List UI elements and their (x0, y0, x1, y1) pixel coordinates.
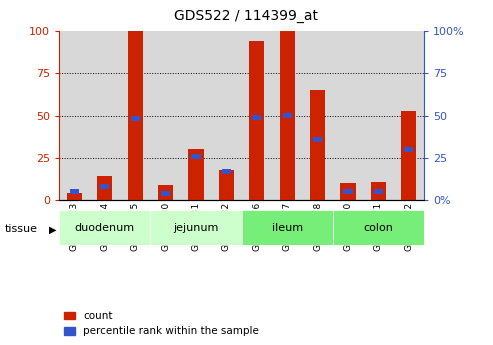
Bar (70, 189, 79, 194)
Bar (128, 31, 143, 200)
Text: ▶: ▶ (49, 225, 57, 234)
Bar (333, 210, 424, 245)
Bar (371, 181, 386, 200)
Bar (252, 115, 261, 120)
Bar (161, 191, 170, 196)
Bar (211, 31, 242, 200)
Bar (97, 176, 112, 200)
Bar (272, 31, 302, 200)
Bar (333, 31, 363, 200)
Bar (374, 189, 383, 194)
Text: colon: colon (363, 223, 393, 233)
Bar (100, 184, 109, 189)
Bar (219, 170, 234, 200)
Bar (249, 41, 264, 200)
Bar (340, 183, 355, 200)
Bar (191, 154, 201, 159)
Legend: count, percentile rank within the sample: count, percentile rank within the sample (65, 311, 259, 336)
Bar (59, 210, 150, 245)
Bar (67, 193, 82, 200)
Bar (59, 31, 90, 200)
Text: duodenum: duodenum (75, 223, 135, 233)
Bar (158, 185, 173, 200)
Bar (393, 31, 424, 200)
Bar (242, 210, 333, 245)
Bar (222, 169, 231, 174)
Text: ileum: ileum (272, 223, 303, 233)
Bar (280, 31, 295, 200)
Bar (242, 31, 272, 200)
Bar (344, 189, 352, 194)
Text: jejunum: jejunum (173, 223, 219, 233)
Bar (120, 31, 150, 200)
Bar (302, 31, 333, 200)
Bar (181, 31, 211, 200)
Bar (401, 110, 417, 200)
Text: tissue: tissue (5, 225, 38, 234)
Bar (404, 147, 413, 152)
Bar (282, 113, 292, 118)
Bar (363, 31, 393, 200)
Bar (150, 210, 242, 245)
Bar (150, 31, 181, 200)
Bar (90, 31, 120, 200)
Text: GDS522 / 114399_at: GDS522 / 114399_at (175, 9, 318, 23)
Bar (131, 116, 140, 121)
Bar (310, 90, 325, 200)
Bar (188, 149, 204, 200)
Bar (313, 137, 322, 142)
